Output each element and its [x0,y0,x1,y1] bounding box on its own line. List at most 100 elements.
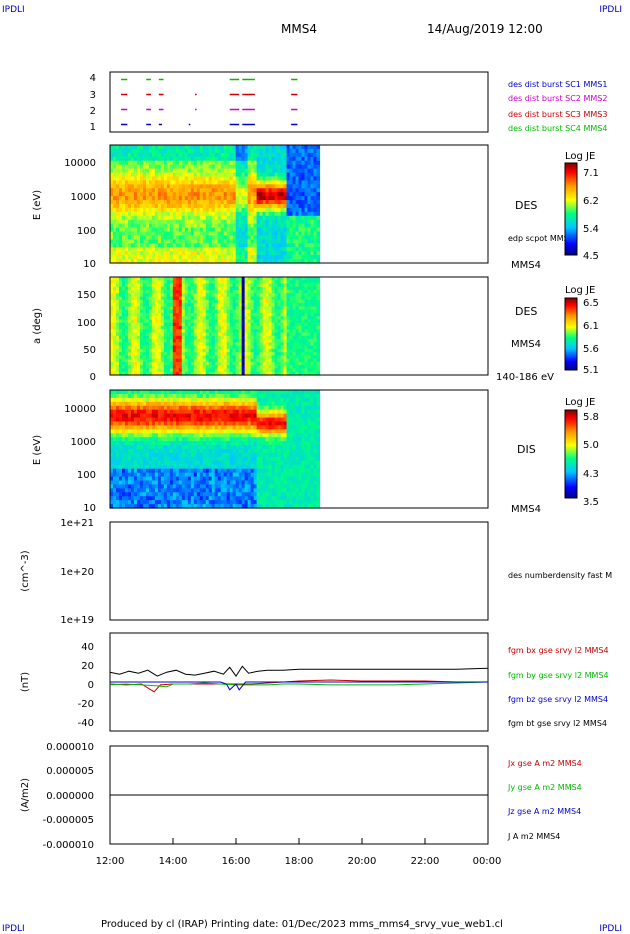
des-pitch-cell [280,319,285,324]
des-pitch-side-label: MMS4 [511,339,541,350]
des-pitch-cell [139,355,144,360]
des-energy-cell [115,204,120,209]
des-energy-cell [136,192,141,197]
dis-energy-cell [157,441,162,446]
des-energy-cell [115,176,120,181]
des-pitch-cell [148,361,153,366]
des-energy-cell [265,204,270,209]
des-pitch-cell [184,309,189,314]
des-pitch-cell [172,361,177,366]
des-pitch-cell [202,329,207,334]
des-energy-cell [307,152,312,158]
des-energy-cell [208,235,213,240]
dis-energy-cell [175,480,180,485]
des-pitch-cell [124,277,129,281]
des-energy-cell [271,192,276,197]
des-pitch-cell [286,316,291,321]
des-pitch-cell [145,309,150,314]
dis-energy-cell [130,425,135,430]
des-pitch-cell [244,280,249,285]
des-pitch-cell [298,332,303,337]
des-energy-cell [178,176,183,181]
dis-energy-cell [175,429,180,434]
des-pitch-cell [316,355,321,360]
des-energy-cell [277,168,282,174]
dis-energy-cell [157,405,162,411]
des-pitch-cell [127,326,132,330]
des-pitch-cell [268,355,273,360]
des-pitch-cell [244,352,249,356]
des-pitch-cell [232,329,237,334]
dis-energy-cell [145,405,150,411]
des-pitch-cell [115,368,120,373]
des-pitch-cell [163,352,168,356]
dis-energy-cell [166,429,171,434]
des-pitch-cell [259,319,264,324]
des-energy-cell [211,176,216,181]
des-energy-cell [121,196,126,201]
des-energy-cell [151,200,156,205]
des-pitch-cell [316,283,321,288]
des-pitch-cell [277,290,282,294]
des-energy-cell [211,219,216,225]
des-pitch-cell [295,368,300,373]
des-pitch-cell [130,309,135,314]
des-energy-cell [136,231,141,237]
des-pitch-cell [310,365,315,370]
des-energy-cell [268,207,273,213]
des-pitch-cell [118,309,123,314]
des-energy-cell [274,168,279,174]
des-pitch-cell [139,329,144,334]
des-energy-cell [110,180,114,185]
dis-energy-cell [142,390,147,395]
des-pitch-cell [121,365,126,370]
des-energy-cell [133,164,138,170]
des-pitch-cell [223,342,228,347]
des-pitch-cell [214,332,219,337]
des-energy-cell [145,231,150,237]
des-pitch-cell [313,345,318,350]
des-energy-cell [274,152,279,158]
des-energy-cell [121,176,126,181]
dis-energy-cell [115,425,120,430]
des-energy-cell [256,231,261,237]
des-pitch-cell [268,306,273,311]
des-pitch-cell [133,345,138,350]
des-energy-cell [112,145,117,150]
des-pitch-cell [283,322,288,327]
des-pitch-cell [250,345,255,350]
des-pitch-cell [118,312,123,317]
des-pitch-cell [295,316,300,321]
dis-energy-cell [130,488,135,493]
des-pitch-cell [214,277,219,281]
des-pitch-cell [220,368,225,373]
des-pitch-cell [205,329,210,334]
des-energy-cell [277,215,282,221]
des-energy-cell [130,231,135,237]
des-energy-cell [172,207,177,213]
des-pitch-cell [110,316,114,321]
des-pitch-cell [110,283,114,288]
des-energy-cell [307,192,312,197]
dis-energy-cell [127,496,132,501]
des-energy-cell [289,172,294,178]
des-energy-cell [238,219,243,225]
dis-energy-cell [154,425,159,430]
dis-energy-cell [121,472,126,478]
des-energy-cell [313,247,318,252]
des-pitch-cell [160,296,165,301]
dis-energy-cell [154,413,159,419]
des-energy-cell [289,255,294,260]
des-pitch-cell [130,277,135,281]
des-pitch-cell [271,322,276,327]
des-pitch-cell [283,371,288,376]
des-pitch-cell [241,303,246,307]
des-pitch-cell [154,299,159,304]
dis-energy-cell [142,480,147,485]
des-pitch-cell [157,326,162,330]
dis-energy-cell [127,445,132,450]
des-pitch-cell [148,355,153,360]
des-energy-cell [244,156,249,162]
des-pitch-cell [190,361,195,366]
dis-energy-cell [115,492,120,497]
